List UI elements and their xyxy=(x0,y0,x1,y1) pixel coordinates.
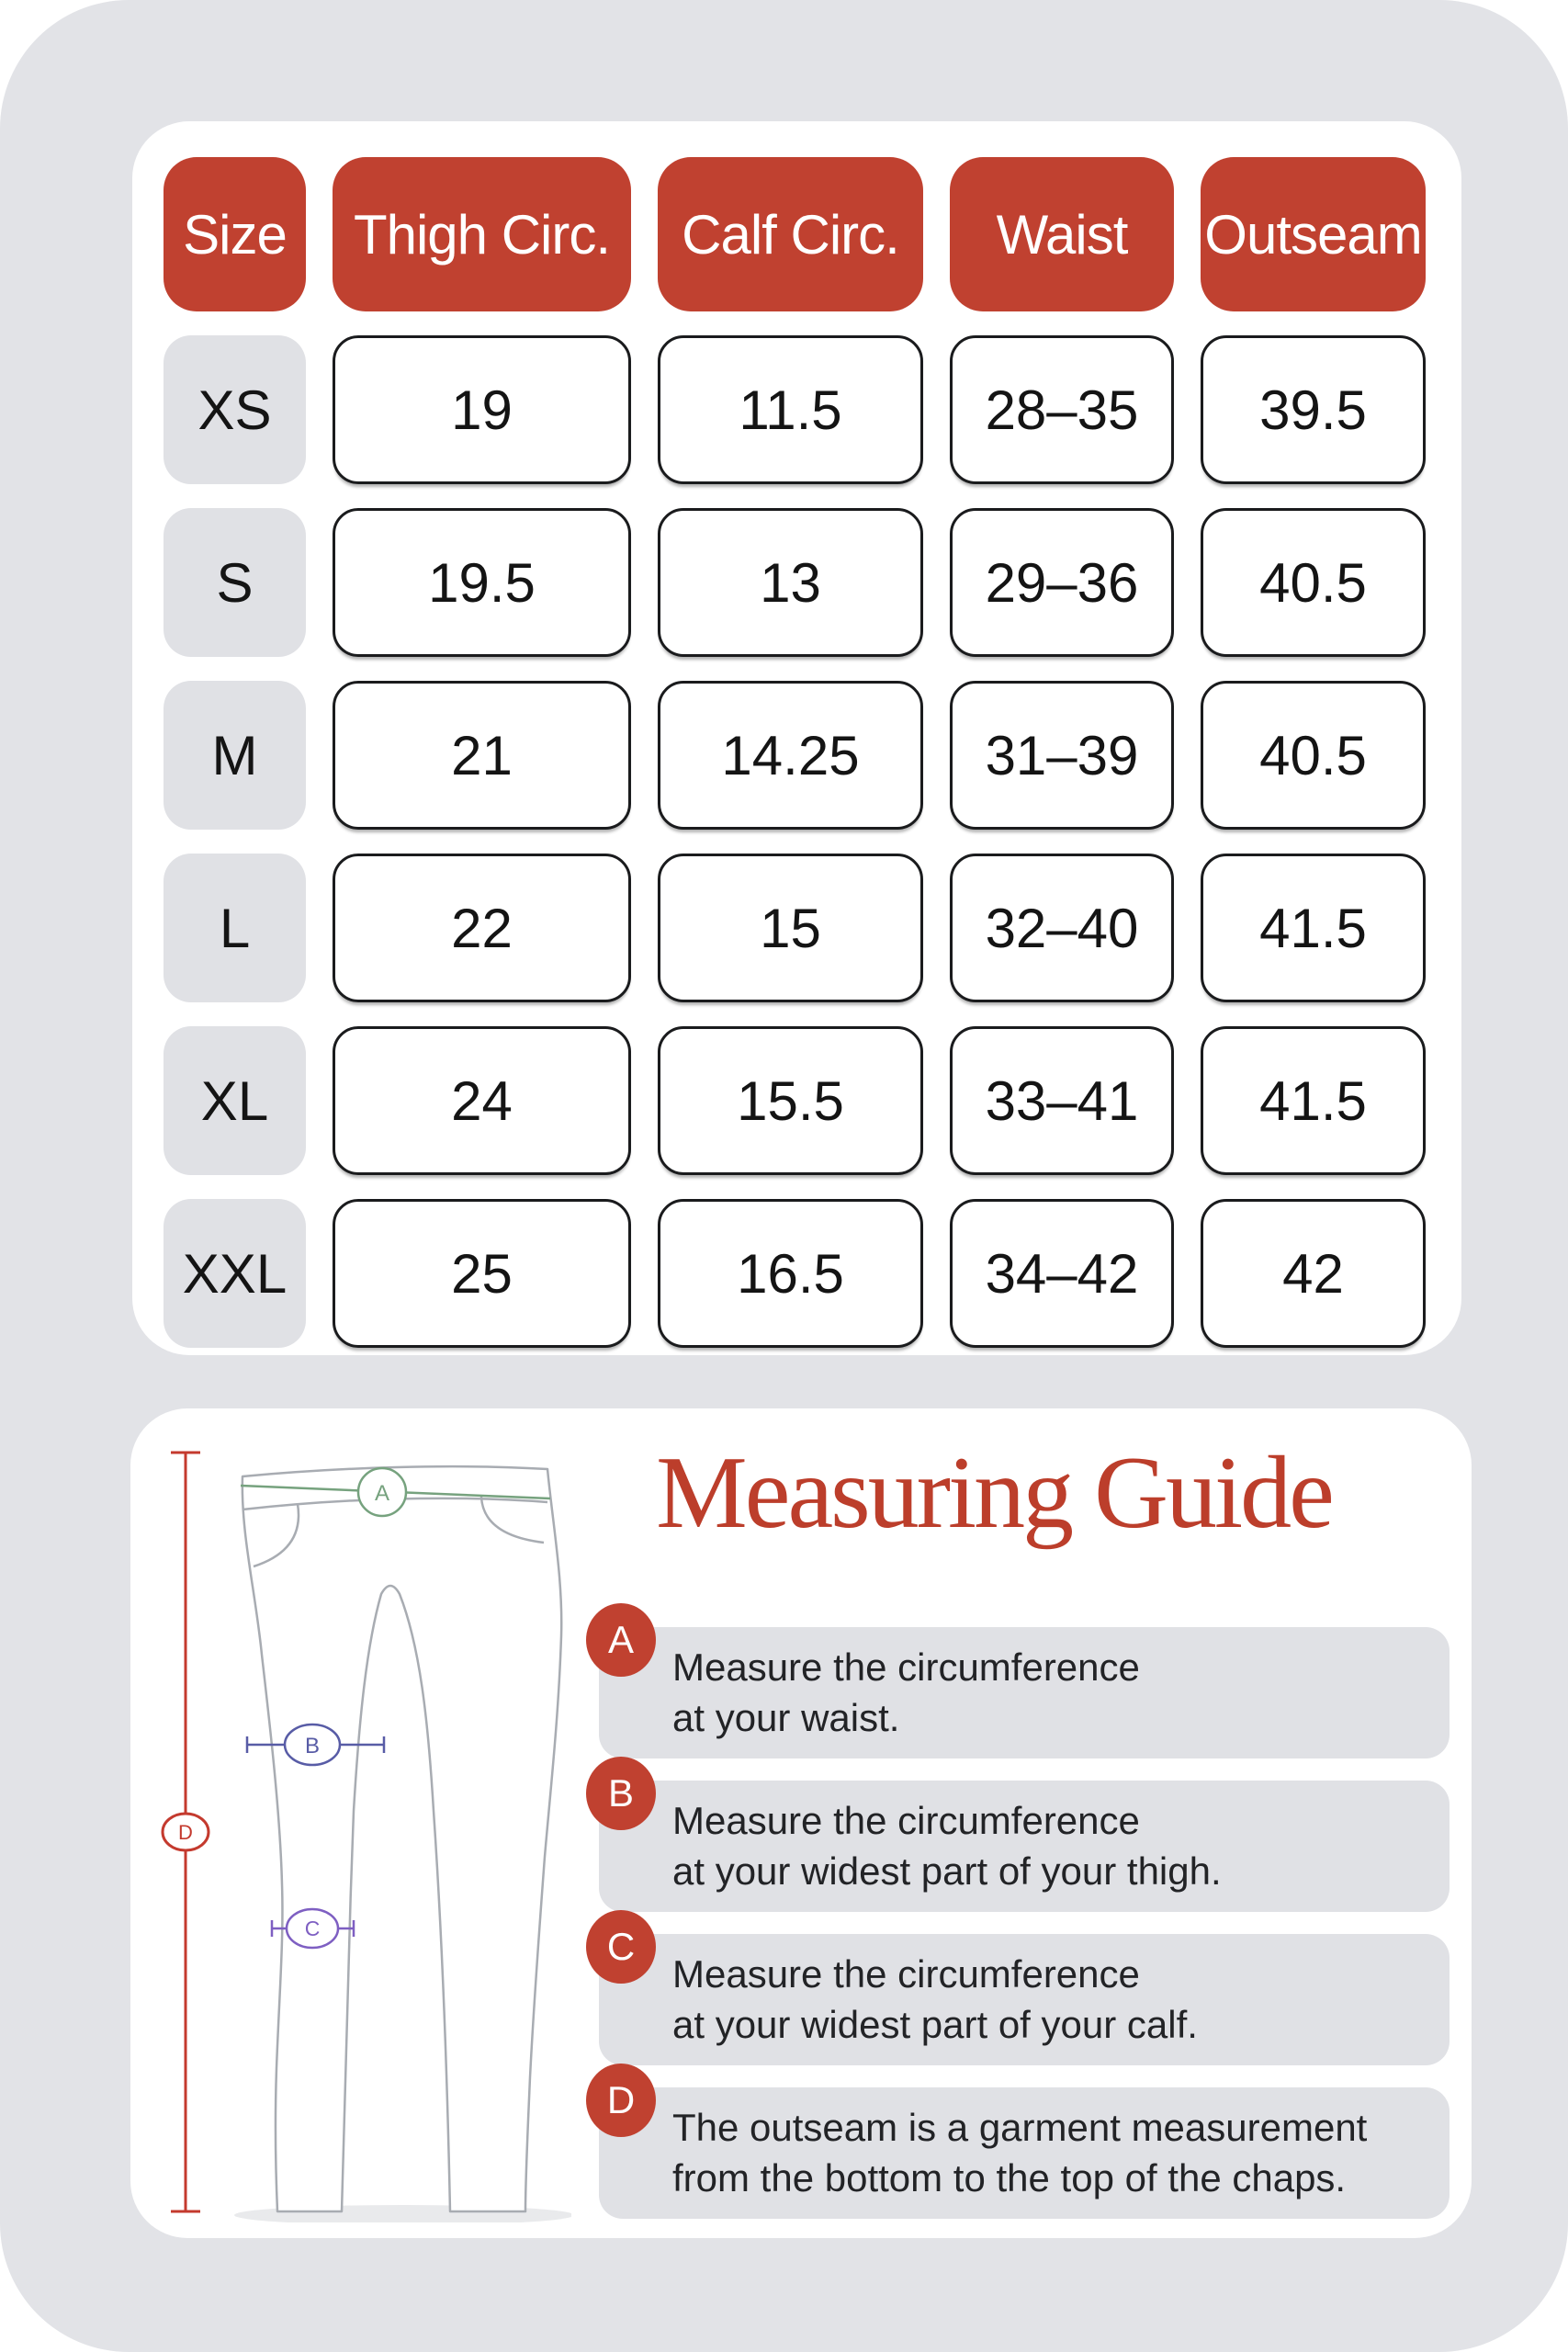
row-label-l: L xyxy=(164,854,306,1002)
cell-s-outseam: 40.5 xyxy=(1201,508,1426,657)
marker-letter-a: A xyxy=(375,1481,389,1506)
cell-xs-calf: 11.5 xyxy=(658,335,923,484)
guide-item-a-line2: at your waist. xyxy=(672,1695,900,1739)
row-label-xxl: XXL xyxy=(164,1199,306,1348)
column-header-calf: Calf Circ. xyxy=(658,157,923,311)
guide-item-b-line2: at your widest part of your thigh. xyxy=(672,1849,1222,1893)
cell-xl-thigh: 24 xyxy=(333,1026,631,1175)
guide-item-d: D The outseam is a garment measurement f… xyxy=(586,2064,1450,2219)
cell-m-waist: 31–39 xyxy=(950,681,1174,830)
cell-xxl-waist: 34–42 xyxy=(950,1199,1174,1348)
column-header-thigh: Thigh Circ. xyxy=(333,157,631,311)
cell-m-calf: 14.25 xyxy=(658,681,923,830)
badge-d: D xyxy=(586,2064,656,2137)
size-table: Size Thigh Circ. Calf Circ. Waist Outsea… xyxy=(132,121,1461,1348)
pants-measurement-diagram: A B C xyxy=(161,1451,571,2222)
measuring-guide-card: A B C xyxy=(130,1408,1472,2238)
cell-xxl-calf: 16.5 xyxy=(658,1199,923,1348)
cell-xxl-thigh: 25 xyxy=(333,1199,631,1348)
guide-item-a: A Measure the circumference at your wais… xyxy=(586,1603,1450,1758)
cell-s-calf: 13 xyxy=(658,508,923,657)
guide-items: A Measure the circumference at your wais… xyxy=(586,1603,1450,2219)
column-header-outseam: Outseam xyxy=(1201,157,1426,311)
cell-s-waist: 29–36 xyxy=(950,508,1174,657)
badge-a: A xyxy=(586,1603,656,1677)
guide-item-d-line1: The outseam is a garment measurement xyxy=(672,2106,1368,2149)
cell-xxl-outseam: 42 xyxy=(1201,1199,1426,1348)
outseam-marker-d: D xyxy=(161,1451,210,2213)
cell-l-waist: 32–40 xyxy=(950,854,1174,1002)
guide-item-c: C Measure the circumference at your wide… xyxy=(586,1910,1450,2065)
column-header-size: Size xyxy=(164,157,306,311)
guide-item-b-line1: Measure the circumference xyxy=(672,1799,1140,1842)
cell-xl-waist: 33–41 xyxy=(950,1026,1174,1175)
row-label-xs: XS xyxy=(164,335,306,484)
cell-xs-waist: 28–35 xyxy=(950,335,1174,484)
marker-letter-c: C xyxy=(305,1917,321,1940)
cell-xl-outseam: 41.5 xyxy=(1201,1026,1426,1175)
cell-s-thigh: 19.5 xyxy=(333,508,631,657)
row-label-xl: XL xyxy=(164,1026,306,1175)
guide-item-b: B Measure the circumference at your wide… xyxy=(586,1757,1450,1912)
marker-letter-b: B xyxy=(305,1734,320,1758)
badge-c: C xyxy=(586,1910,656,1984)
column-header-waist: Waist xyxy=(950,157,1174,311)
cell-xs-thigh: 19 xyxy=(333,335,631,484)
cell-l-calf: 15 xyxy=(658,854,923,1002)
row-label-s: S xyxy=(164,508,306,657)
size-chart-card: Size Thigh Circ. Calf Circ. Waist Outsea… xyxy=(132,121,1461,1355)
pants-outline xyxy=(241,1464,563,2213)
marker-letter-d: D xyxy=(178,1821,193,1844)
cell-xs-outseam: 39.5 xyxy=(1201,335,1426,484)
cell-m-thigh: 21 xyxy=(333,681,631,830)
calf-marker-c: C xyxy=(270,1907,355,1950)
waist-marker-a: A xyxy=(240,1466,551,1518)
guide-title: Measuring Guide xyxy=(656,1436,1335,1550)
guide-item-d-line2: from the bottom to the top of the chaps. xyxy=(672,2155,1347,2199)
row-label-m: M xyxy=(164,681,306,830)
thigh-marker-b: B xyxy=(245,1723,386,1767)
guide-item-a-line1: Measure the circumference xyxy=(672,1645,1140,1689)
guide-item-c-line1: Measure the circumference xyxy=(672,1952,1140,1996)
badge-b: B xyxy=(586,1757,656,1830)
cell-m-outseam: 40.5 xyxy=(1201,681,1426,830)
cell-l-thigh: 22 xyxy=(333,854,631,1002)
cell-xl-calf: 15.5 xyxy=(658,1026,923,1175)
guide-item-c-line2: at your widest part of your calf. xyxy=(672,2002,1198,2046)
cell-l-outseam: 41.5 xyxy=(1201,854,1426,1002)
